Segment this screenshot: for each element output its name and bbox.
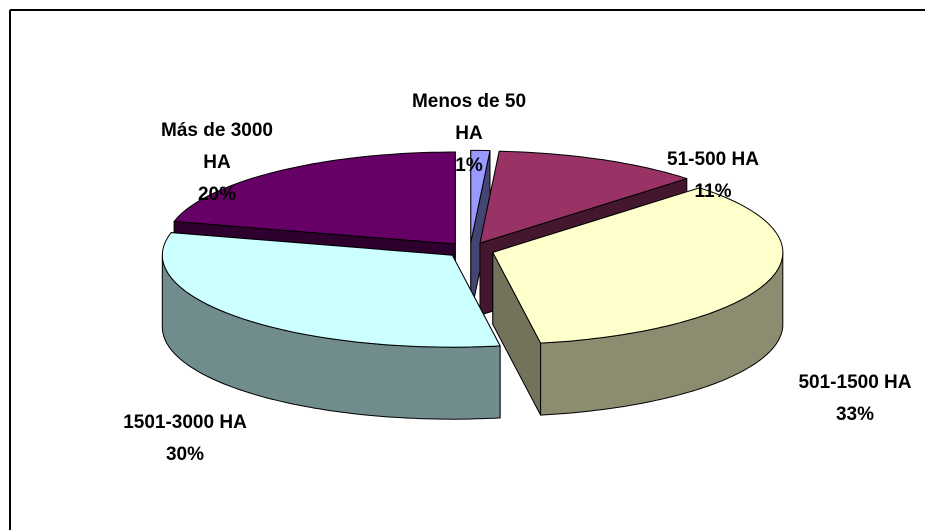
slice-top bbox=[470, 149, 491, 243]
slice-label: 501-1500 HA 33% bbox=[755, 367, 925, 431]
value-label: 30% bbox=[165, 444, 205, 465]
slice-label: 1501-3000 HA 30% bbox=[75, 407, 295, 471]
slice-label: Más de 3000 HA 20% bbox=[142, 115, 292, 211]
slice-top bbox=[173, 151, 456, 245]
value-label: 33% bbox=[835, 404, 875, 425]
slice-top bbox=[479, 150, 688, 244]
category-label: 501-1500 HA bbox=[798, 372, 912, 393]
category-label: Más de 3000 HA bbox=[161, 120, 273, 173]
slices bbox=[161, 149, 784, 420]
value-label: 1% bbox=[455, 155, 483, 176]
slice-label: Menos de 50 HA 1% bbox=[394, 86, 544, 182]
slice-top bbox=[492, 187, 784, 344]
category-label: 51-500 HA bbox=[667, 149, 759, 170]
category-label: Menos de 50 HA bbox=[411, 91, 527, 144]
value-label: 11% bbox=[694, 181, 732, 202]
slice-top bbox=[161, 232, 501, 348]
category-label: 1501-3000 HA bbox=[123, 412, 247, 433]
value-label: 20% bbox=[197, 184, 237, 205]
slice-label: 51-500 HA 11% bbox=[613, 144, 813, 208]
